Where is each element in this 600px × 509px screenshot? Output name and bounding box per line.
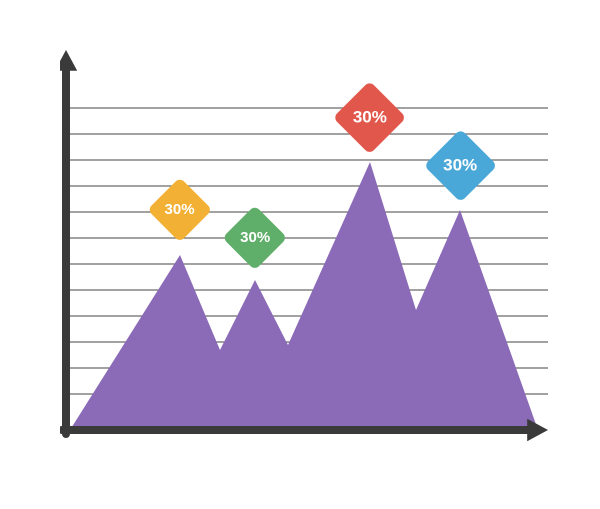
y-axis-arrow <box>60 50 77 71</box>
area-chart: 30%30%30%30% <box>60 50 548 450</box>
x-axis-arrow <box>527 419 548 441</box>
peak-label: 30% <box>424 130 497 203</box>
peak-label: 30% <box>333 82 406 155</box>
peak-label-text: 30% <box>147 178 211 242</box>
peak-label-text: 30% <box>333 82 406 155</box>
peak-label-text: 30% <box>223 206 287 270</box>
peak-label: 30% <box>223 206 287 270</box>
peak-label: 30% <box>147 178 211 242</box>
peak-label-text: 30% <box>424 130 497 203</box>
chart-canvas <box>60 50 548 450</box>
